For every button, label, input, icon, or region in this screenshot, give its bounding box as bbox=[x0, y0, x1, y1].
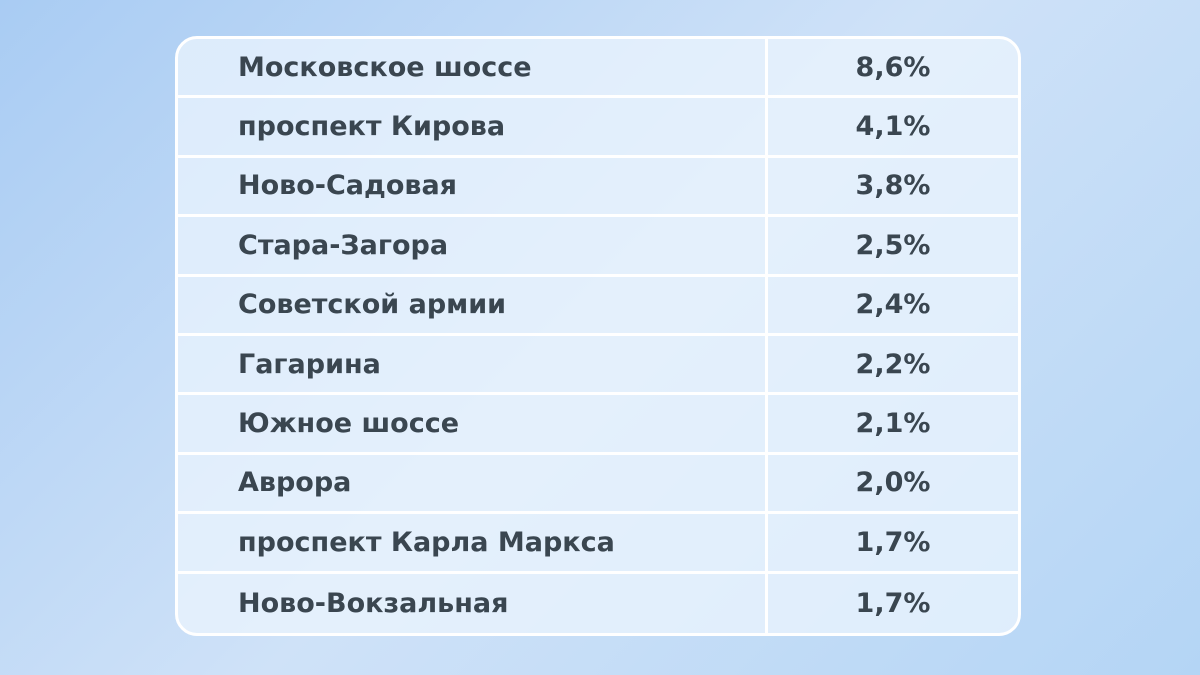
street-name: Южное шоссе bbox=[178, 395, 768, 452]
share-value: 1,7% bbox=[855, 526, 931, 558]
street-name: Аврора bbox=[178, 454, 768, 512]
share-value: 3,8% bbox=[855, 170, 931, 202]
table-row: проспект Карла Маркса 1,7% bbox=[178, 514, 1018, 574]
street-name: Советской армии bbox=[178, 276, 768, 333]
share-value: 2,2% bbox=[855, 348, 931, 380]
table-row: Ново-Вокзальная 1,7% bbox=[178, 573, 1018, 633]
street-name: проспект Карла Маркса bbox=[178, 514, 768, 571]
table-row: Южное шоссе 2,1% bbox=[178, 395, 1018, 455]
share-value: 2,5% bbox=[855, 229, 931, 261]
street-name: Гагарина bbox=[178, 335, 768, 393]
table-row: Гагарина 2,2% bbox=[178, 335, 1018, 396]
share-value: 8,6% bbox=[855, 51, 931, 83]
street-name: Стара-Загора bbox=[178, 217, 768, 274]
share-value: 2,1% bbox=[855, 408, 931, 440]
table-row: Стара-Загора 2,5% bbox=[178, 217, 1018, 277]
share-value: 4,1% bbox=[855, 111, 931, 143]
table: Московское шоссе 8,6% проспект Кирова 4,1% Н… bbox=[175, 36, 1021, 636]
street-name: Ново-Садовая bbox=[178, 157, 768, 215]
street-name: Ново-Вокзальная bbox=[178, 573, 768, 633]
table-row: Советской армии 2,4% bbox=[178, 276, 1018, 336]
share-value: 2,4% bbox=[855, 289, 931, 321]
share-value: 2,0% bbox=[855, 467, 931, 499]
table-row: проспект Кирова 4,1% bbox=[178, 98, 1018, 158]
street-name: проспект Кирова bbox=[178, 98, 768, 155]
street-name: Московское шоссе bbox=[178, 39, 768, 96]
table-row: Аврора 2,0% bbox=[178, 454, 1018, 515]
table-row: Ново-Садовая 3,8% bbox=[178, 157, 1018, 218]
share-value: 1,7% bbox=[855, 587, 931, 619]
table-row: Московское шоссе 8,6% bbox=[178, 39, 1018, 99]
